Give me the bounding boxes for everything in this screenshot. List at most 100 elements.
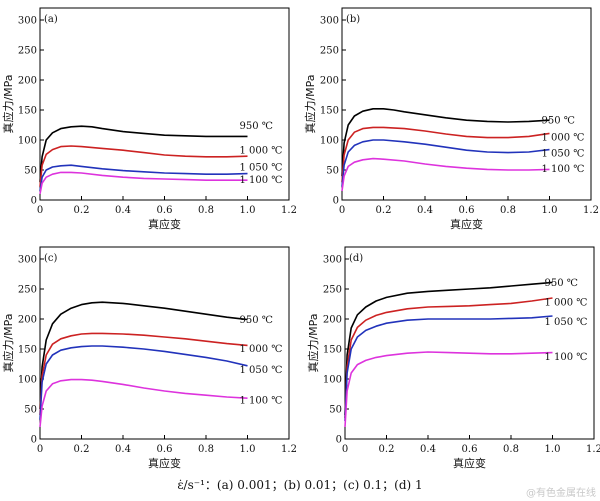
series-line-1 <box>341 108 550 177</box>
series-line-3 <box>341 139 550 187</box>
y-axis-label: 真应力/MPa <box>1 74 15 133</box>
watermark: @有色金属在线 <box>526 486 596 499</box>
chart-panel-1: 0 50 100 150 200 250 300 0 0.2 0.4 0.6 0.8 1.0 1.2 (a)… <box>1 7 297 231</box>
plot-frame <box>344 246 595 440</box>
chart-panel-2: 0 50 100 150 200 250 300 0 0.2 0.4 0.6 0.8 1.0 1.2 (b)… <box>303 7 599 231</box>
series-line-4 <box>39 171 248 195</box>
y-tick-label: 50 <box>329 405 342 416</box>
y-tick-label: 150 <box>320 106 339 117</box>
x-tick-label: 0 <box>37 444 43 455</box>
y-tick-label: 150 <box>323 345 342 356</box>
x-tick-label: 1.2 <box>583 205 599 216</box>
y-tick-label: 100 <box>18 136 37 147</box>
x-tick-label: 1.2 <box>281 444 297 455</box>
y-tick-label: 150 <box>18 106 37 117</box>
y-tick-label: 200 <box>320 76 339 87</box>
series-label-3: 1 050 ℃ <box>545 317 588 328</box>
series-line-2 <box>341 126 550 183</box>
x-tick-label: 0.6 <box>157 205 173 216</box>
series-line-3 <box>344 315 553 422</box>
x-tick-label: 0.6 <box>462 444 478 455</box>
series-line-3 <box>39 164 248 192</box>
series-line-1 <box>344 281 553 416</box>
series-line-4 <box>341 157 550 192</box>
x-axis-label: 真应变 <box>148 456 181 470</box>
y-tick-label: 0 <box>336 435 342 446</box>
y-tick-label: 50 <box>326 166 339 177</box>
series-label-4: 1 100 ℃ <box>240 175 283 186</box>
x-tick-label: 1.2 <box>586 444 600 455</box>
series-label-2: 1 000 ℃ <box>240 146 283 157</box>
x-axis-label: 真应变 <box>148 217 181 231</box>
chart-panel-4: 0 50 100 150 200 250 300 0 0.2 0.4 0.6 0.8 1.0 1.2 (d)… <box>306 246 600 470</box>
y-tick-label: 50 <box>24 166 37 177</box>
y-tick-label: 250 <box>18 285 37 296</box>
panel-label: (b) <box>346 14 360 25</box>
panel-label: (a) <box>44 14 58 25</box>
y-tick-label: 0 <box>31 196 37 207</box>
series-label-4: 1 100 ℃ <box>545 352 588 363</box>
panel-label: (c) <box>44 253 58 264</box>
x-tick-label: 0.6 <box>459 205 475 216</box>
x-tick-label: 0 <box>342 444 348 455</box>
chart-panel-3: 0 50 100 150 200 250 300 0 0.2 0.4 0.6 0.8 1.0 1.2 (c)… <box>1 246 297 470</box>
y-axis-label: 真应力/MPa <box>303 74 317 133</box>
y-tick-label: 50 <box>24 405 37 416</box>
series-label-3: 1 050 ℃ <box>240 162 283 173</box>
x-tick-label: 1.0 <box>240 444 256 455</box>
x-tick-label: 0 <box>339 205 345 216</box>
series-line-2 <box>344 297 553 419</box>
series-line-1 <box>39 125 248 183</box>
x-tick-label: 0.4 <box>417 205 433 216</box>
y-tick-label: 200 <box>18 76 37 87</box>
y-tick-label: 250 <box>18 46 37 57</box>
y-axis-label: 真应力/MPa <box>306 313 320 372</box>
y-tick-label: 250 <box>323 285 342 296</box>
series-label-3: 1 050 ℃ <box>240 365 283 376</box>
series-line-2 <box>39 332 248 416</box>
x-axis-label: 真应变 <box>453 456 486 470</box>
panel-label: (d) <box>349 253 363 264</box>
series-label-3: 1 050 ℃ <box>542 149 585 160</box>
x-tick-label: 0 <box>37 205 43 216</box>
series-label-1: 950 ℃ <box>240 121 273 132</box>
series-line-2 <box>39 145 248 187</box>
x-tick-label: 0.8 <box>198 444 214 455</box>
y-tick-label: 300 <box>323 255 342 266</box>
y-tick-label: 0 <box>333 196 339 207</box>
series-line-1 <box>39 301 248 410</box>
x-tick-label: 0.2 <box>379 444 395 455</box>
x-tick-label: 0.2 <box>74 444 90 455</box>
series-label-2: 1 000 ℃ <box>545 298 588 309</box>
x-axis-label: 真应变 <box>450 217 483 231</box>
y-tick-label: 200 <box>18 315 37 326</box>
series-label-2: 1 000 ℃ <box>240 344 283 355</box>
y-tick-label: 300 <box>18 16 37 27</box>
series-line-3 <box>39 345 248 420</box>
series-label-1: 950 ℃ <box>545 278 578 289</box>
x-tick-label: 0.4 <box>115 205 131 216</box>
x-tick-label: 0.4 <box>115 444 131 455</box>
y-tick-label: 0 <box>31 435 37 446</box>
x-tick-label: 1.0 <box>545 444 561 455</box>
figure-caption: ε̇/s⁻¹：(a) 0.001；(b) 0.01；(c) 0.1；(d) 1 <box>177 478 422 492</box>
y-tick-label: 100 <box>323 375 342 386</box>
series-label-1: 950 ℃ <box>542 116 575 127</box>
x-tick-label: 0.4 <box>420 444 436 455</box>
x-tick-label: 0.6 <box>157 444 173 455</box>
x-tick-label: 0.8 <box>198 205 214 216</box>
y-tick-label: 250 <box>320 46 339 57</box>
y-tick-label: 100 <box>18 375 37 386</box>
x-tick-label: 0.8 <box>500 205 516 216</box>
series-label-4: 1 100 ℃ <box>542 164 585 175</box>
y-tick-label: 300 <box>18 255 37 266</box>
x-tick-label: 1.2 <box>281 205 297 216</box>
y-tick-label: 200 <box>323 315 342 326</box>
series-line-4 <box>344 351 553 428</box>
series-line-4 <box>39 378 248 428</box>
x-tick-label: 0.2 <box>74 205 90 216</box>
x-tick-label: 0.2 <box>376 205 392 216</box>
y-tick-label: 150 <box>18 345 37 356</box>
y-tick-label: 300 <box>320 16 339 27</box>
